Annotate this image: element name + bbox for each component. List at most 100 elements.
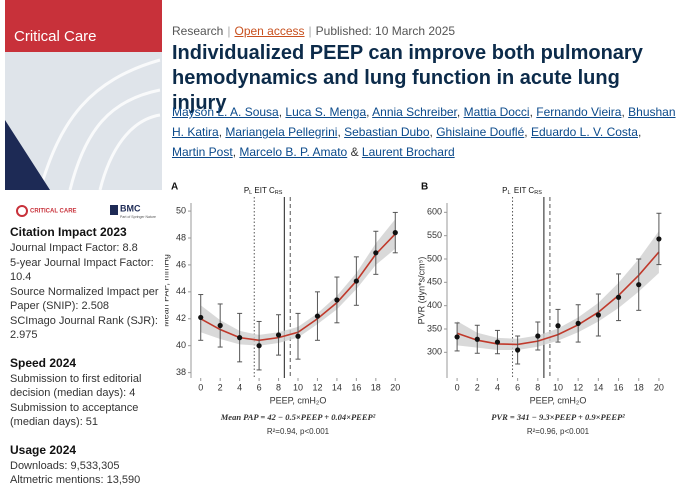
data-point: [575, 320, 581, 326]
x-tick-label: 18: [634, 382, 644, 392]
cover-art: [38, 58, 161, 191]
page: Critical Care CRITICAL CARE BMC Part of …: [5, 0, 677, 486]
fit-formula: PVR = 341 − 9.3×PEEP + 0.9×PEEP²: [491, 412, 625, 422]
data-point: [494, 339, 501, 345]
reference-label-main: EIT C: [254, 186, 275, 195]
data-point: [314, 313, 321, 319]
y-tick-label: 40: [176, 340, 186, 350]
data-point: [535, 333, 541, 339]
article-type: Research: [172, 24, 224, 38]
reference-label: EIT CRS: [514, 186, 542, 196]
x-tick-label: 20: [390, 382, 400, 392]
author-joiner: &: [350, 145, 359, 159]
bmc-icon: [110, 205, 118, 215]
metric-item: Altmetric mentions: 13,590: [10, 474, 141, 486]
author[interactable]: Marcelo B. P. Amato: [239, 145, 348, 159]
metric-item: Source Normalized Impact per Paper (SNIP…: [10, 285, 159, 313]
cover-banner: [5, 0, 162, 52]
fit-formula: Mean PAP = 42 − 0.5×PEEP + 0.04×PEEP²: [220, 412, 376, 422]
data-point: [198, 314, 204, 321]
y-axis-label: PVR (dyn*s/cm⁵): [416, 257, 426, 325]
x-tick-label: 10: [293, 382, 303, 392]
cover-title: Critical Care: [14, 28, 97, 45]
x-tick-label: 14: [593, 382, 603, 392]
metric-item: Downloads: 9,533,305: [10, 459, 120, 472]
x-tick-label: 0: [455, 382, 460, 392]
reference-label-sub: L: [508, 190, 511, 196]
x-axis-label: PEEP, cmH₂O: [530, 395, 587, 405]
data-point: [237, 335, 243, 341]
x-tick-label: 14: [332, 382, 342, 392]
cover-triangle: [5, 120, 50, 190]
author[interactable]: Fernando Vieira: [536, 105, 622, 119]
author-joiner: ,: [456, 105, 461, 119]
author-joiner: ,: [278, 105, 283, 119]
author-list: Mayson L. A. Sousa, Luca S. Menga, Annia…: [172, 102, 677, 162]
x-tick-label: 16: [614, 382, 624, 392]
data-point: [595, 312, 601, 318]
data-point: [454, 334, 460, 340]
author[interactable]: Mayson L. A. Sousa: [172, 105, 279, 119]
panel-label: A: [171, 182, 178, 193]
x-tick-label: 4: [237, 382, 242, 392]
x-tick-label: 16: [351, 382, 361, 392]
metric-item: Submission to first editorial decision (…: [10, 372, 142, 400]
fit-stats: R²=0.94, p<0.001: [267, 427, 330, 436]
metric-group: Citation Impact 2023 Journal Impact Facto…: [10, 224, 162, 343]
y-tick-label: 350: [427, 323, 442, 333]
metric-heading: Usage 2024: [10, 442, 77, 457]
data-point: [474, 336, 480, 342]
author[interactable]: Ghislaine Douflé: [436, 125, 525, 139]
x-tick-label: 10: [553, 382, 563, 392]
reference-label: PL: [502, 186, 510, 196]
y-tick-label: 50: [176, 205, 186, 215]
author[interactable]: Bhushan H. Katira: [172, 105, 676, 139]
open-access[interactable]: Open access: [234, 24, 305, 38]
article-meta: Research | Open access | Published: 10 March…: [172, 24, 455, 38]
author-joiner: ,: [529, 105, 533, 119]
fit-stats: R²=0.96, p<0.001: [527, 427, 590, 436]
y-tick-label: 46: [176, 259, 186, 269]
reference-label-sub: L: [249, 190, 252, 196]
data-point: [656, 236, 662, 242]
y-tick-label: 38: [176, 367, 186, 377]
data-point: [636, 282, 642, 288]
reference-label: PL: [244, 186, 252, 196]
x-tick-label: 4: [495, 382, 500, 392]
author[interactable]: Luca S. Menga: [285, 105, 367, 119]
author[interactable]: Mattia Docci: [463, 105, 530, 119]
author-joiner: ,: [637, 125, 642, 139]
author[interactable]: Laurent Brochard: [361, 145, 455, 159]
publisher-logo: BMC: [120, 203, 141, 213]
panel-label: B: [421, 182, 428, 193]
reference-label-main: P: [502, 186, 507, 195]
y-tick-label: 44: [176, 286, 186, 296]
metric-item: Submission to acceptance (median days): …: [10, 401, 139, 429]
reference-label: EIT CRS: [254, 186, 282, 196]
author[interactable]: Mariangela Pellegrini: [225, 125, 338, 139]
separator: |: [308, 24, 312, 38]
x-axis-label: PEEP, cmH₂O: [270, 395, 327, 405]
x-tick-label: 8: [535, 382, 540, 392]
data-point: [353, 278, 359, 284]
data-point: [334, 297, 340, 303]
author[interactable]: Martin Post: [172, 145, 233, 159]
x-tick-label: 2: [475, 382, 480, 392]
y-tick-label: 42: [176, 313, 186, 323]
x-tick-label: 12: [573, 382, 583, 392]
author[interactable]: Annia Schreiber: [372, 105, 457, 119]
x-tick-label: 6: [515, 382, 520, 392]
y-tick-label: 600: [427, 207, 442, 217]
publisher-note: Part of Springer Nature: [120, 215, 156, 219]
author[interactable]: Eduardo L. V. Costa: [530, 125, 638, 139]
y-tick-label: 400: [427, 300, 442, 310]
x-tick-label: 12: [312, 382, 322, 392]
x-tick-label: 2: [218, 382, 223, 392]
author[interactable]: Sebastian Dubo: [344, 125, 430, 139]
data-point: [392, 230, 398, 236]
chart: B 300 350 400 450 500 550 600 0 2 4 6 8 10 12 14 16 18 20 P…: [416, 182, 664, 436]
author-joiner: ,: [429, 125, 433, 139]
author-joiner: ,: [524, 125, 528, 139]
metric-group: Speed 2024 Submission to first editorial …: [10, 355, 162, 430]
data-point: [555, 323, 561, 329]
